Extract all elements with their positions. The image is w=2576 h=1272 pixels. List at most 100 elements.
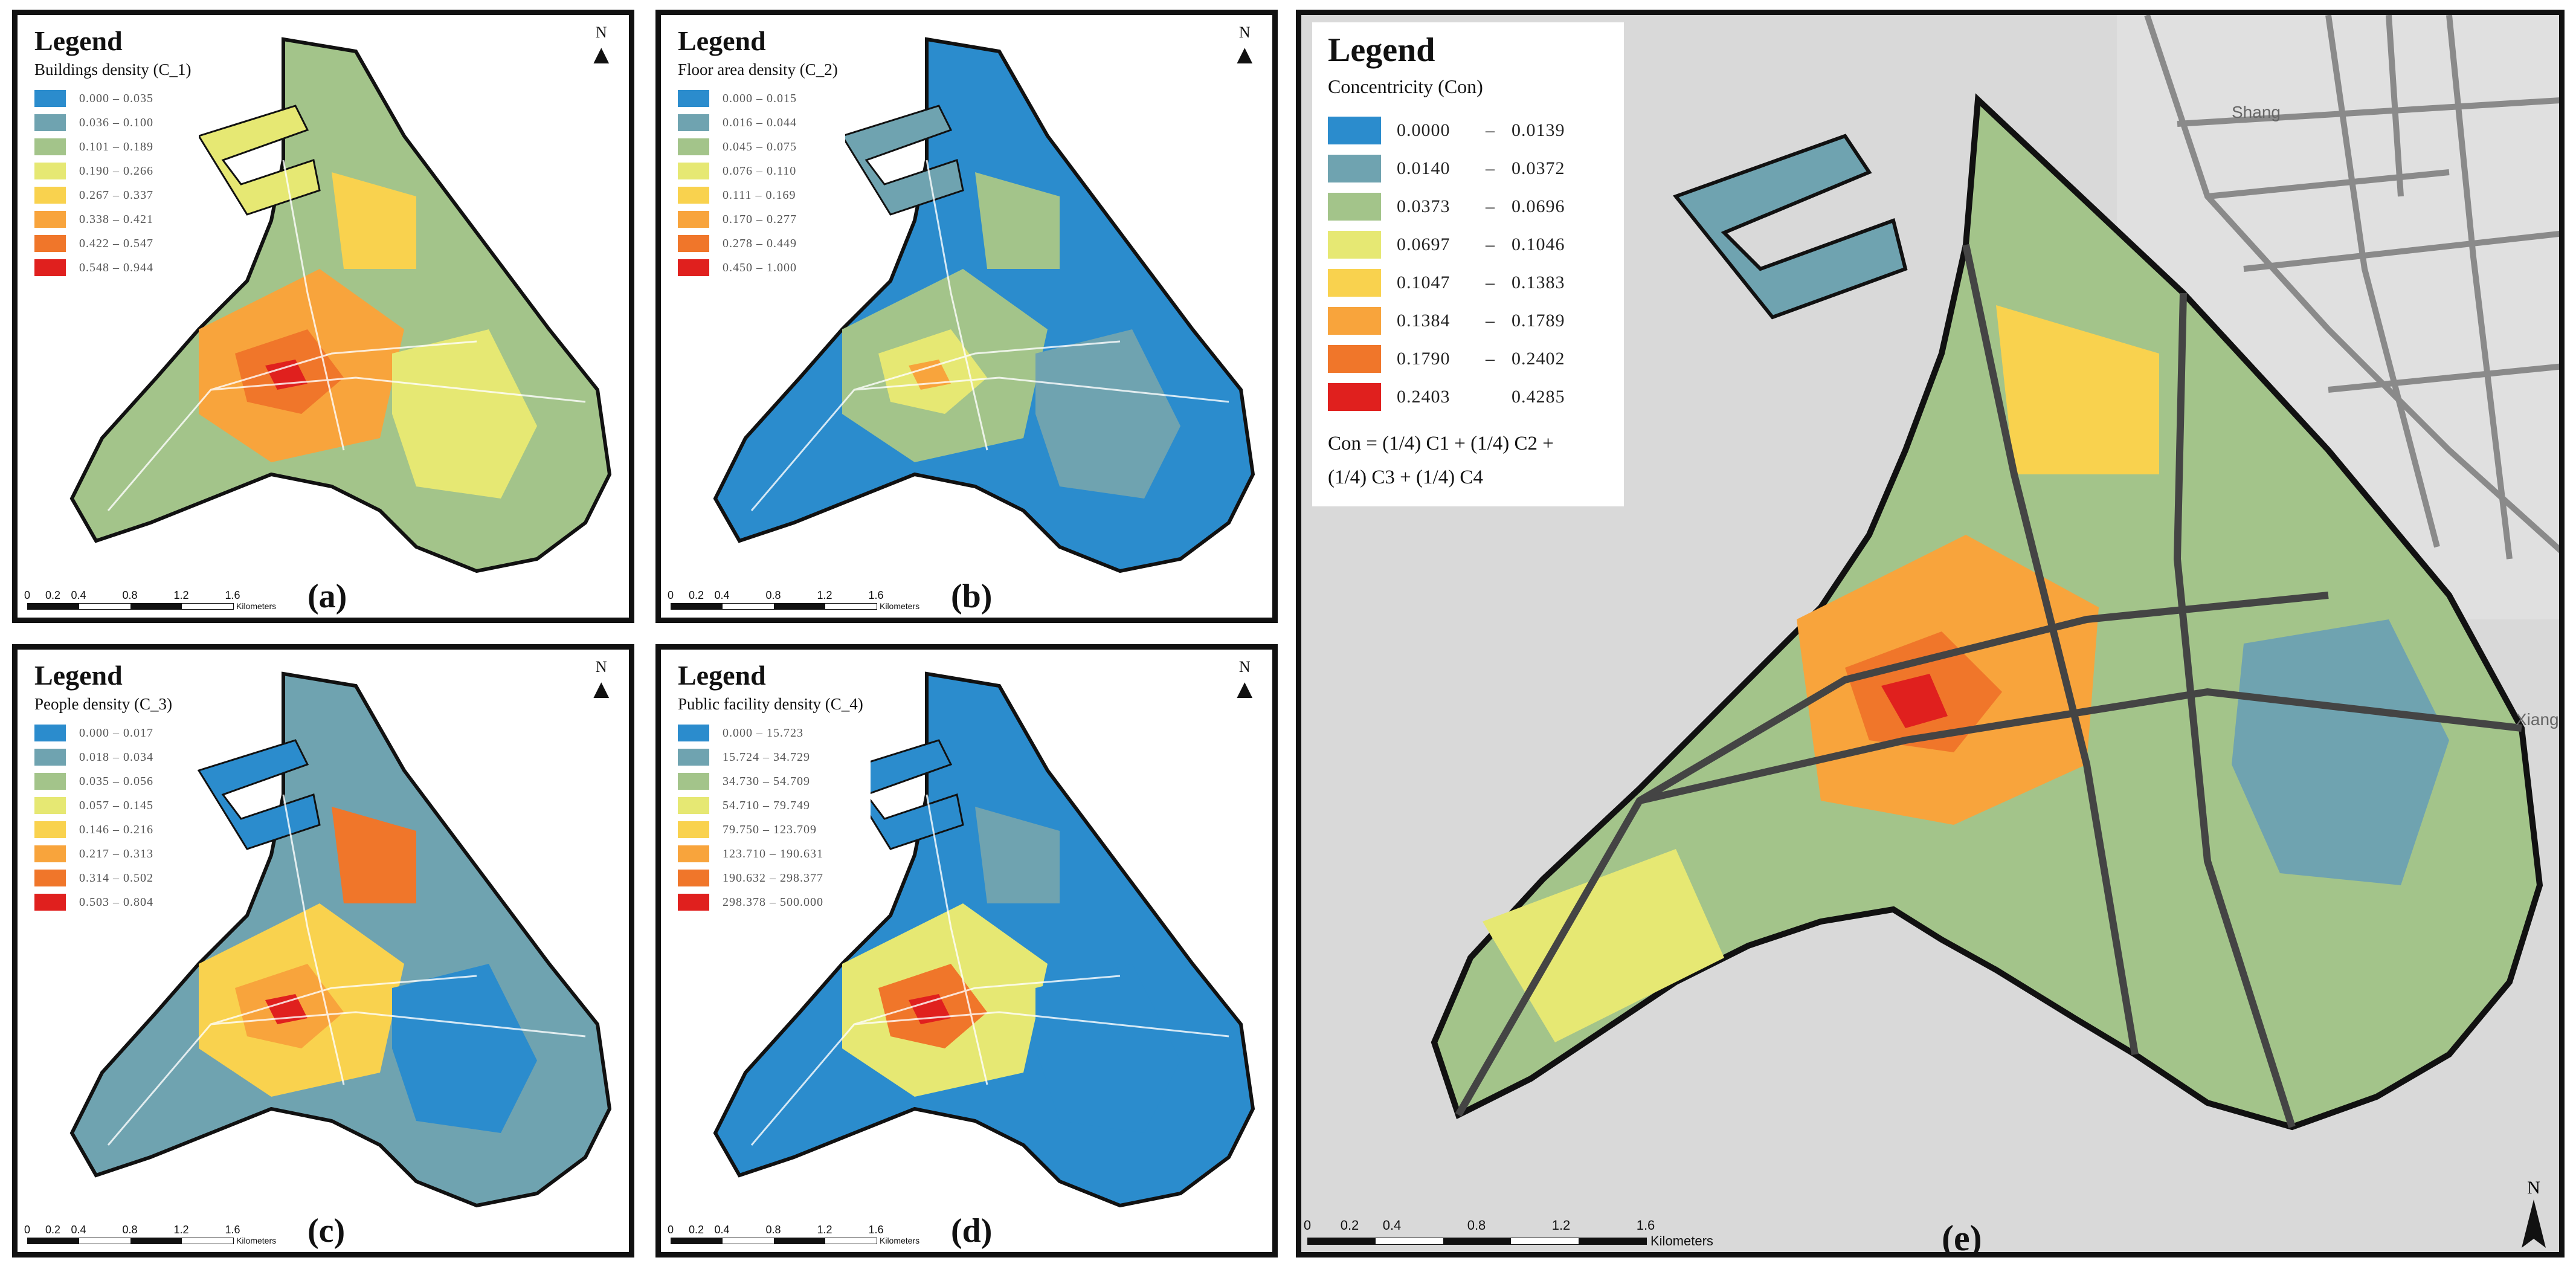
legend-row: 0.000 – 0.035 (34, 86, 192, 111)
legend-row: 0.338 – 0.421 (34, 207, 192, 231)
legend-swatch (1328, 154, 1381, 182)
scale-tick: 1.6 (225, 589, 240, 601)
legend-row: 0.000 – 0.017 (34, 721, 172, 745)
legend-row: 0.1790 –0.2402 (1328, 340, 1612, 378)
scale-bar: 0 0.2 0.4 0.8 1.2 1.6 Kilometers (667, 1224, 924, 1245)
scale-tick: 0.2 (1340, 1218, 1359, 1233)
legend-swatch (1328, 116, 1381, 144)
legend-range: 0.000 – 0.035 (79, 91, 153, 105)
legend-swatch (34, 725, 66, 741)
panel-map-c[interactable] (18, 650, 629, 1252)
zone-park (2232, 619, 2449, 885)
zone-harbor (1673, 134, 1908, 320)
scale-tick: 1.2 (817, 589, 832, 601)
legend-swatch (1328, 192, 1381, 221)
legend-swatch (1328, 344, 1381, 373)
legend-swatch (678, 90, 709, 107)
legend-range: 298.378 – 500.000 (723, 895, 823, 909)
panel-label-a: (a) (308, 578, 347, 615)
legend-range: 0.217 – 0.313 (79, 847, 153, 860)
legend-row: 0.000 – 15.723 (678, 721, 863, 745)
panel-label-d: (d) (951, 1212, 993, 1250)
legend-range: 0.036 – 0.100 (79, 115, 153, 129)
legend-swatch (34, 114, 66, 131)
legend-range: 0.1789 (1512, 310, 1565, 331)
north-arrow: N ▲ (1231, 658, 1258, 703)
legend-row: 298.378 – 500.000 (678, 890, 863, 914)
legend-row: 0.035 – 0.056 (34, 769, 172, 793)
legend-range: 0.0372 (1512, 158, 1565, 178)
legend-row: 0.1384 –0.1789 (1328, 302, 1612, 340)
legend-row: 0.101 – 0.189 (34, 135, 192, 159)
legend-title: Legend (34, 25, 123, 56)
legend-row: 0.146 – 0.216 (34, 818, 172, 842)
legend-range: 0.035 – 0.056 (79, 774, 153, 788)
legend-title: Legend (678, 660, 766, 691)
legend-swatch (34, 870, 66, 886)
legend-subtitle: Buildings density (C_1) (34, 60, 192, 79)
panel-map-d[interactable] (661, 650, 1272, 1252)
legend-range: 0.2402 (1512, 348, 1565, 369)
legend-row: 0.0697 –0.1046 (1328, 225, 1612, 263)
legend-row: 0.000 – 0.015 (678, 86, 838, 111)
legend-range: 0.548 – 0.944 (79, 260, 153, 274)
panel-map-a[interactable] (18, 15, 629, 618)
legend-swatch (34, 773, 66, 790)
legend-row: 0.018 – 0.034 (34, 745, 172, 769)
legend-range: 0.4285 (1512, 386, 1565, 407)
legend-swatch (678, 870, 709, 886)
legend-range: 0.170 – 0.277 (723, 212, 797, 226)
legend-range: 0.000 – 0.015 (723, 91, 797, 105)
legend-swatch (678, 259, 709, 276)
legend-range: 123.710 – 190.631 (723, 847, 823, 860)
legend-swatch (678, 211, 709, 228)
legend-row: 0.111 – 0.169 (678, 183, 838, 207)
north-label: N (1238, 24, 1251, 41)
legend-range: 54.710 – 79.749 (723, 798, 810, 812)
main-map[interactable]: N Shang Xiang (1301, 15, 2565, 1257)
legend-swatch (678, 894, 709, 911)
scale-tick: 0.8 (765, 589, 781, 601)
legend-row: 0.422 – 0.547 (34, 231, 192, 256)
scale-tick: 0.8 (122, 589, 138, 601)
legend-row: 0.1047 –0.1383 (1328, 263, 1612, 302)
scale-tick: 1.2 (173, 1224, 189, 1236)
legend-c: Legend People density (C_3) 0.000 – 0.017 0… (24, 656, 179, 920)
legend-row: 0.170 – 0.277 (678, 207, 838, 231)
legend-range: 0.146 – 0.216 (79, 822, 153, 836)
legend-range: 0.267 – 0.337 (79, 188, 153, 202)
legend-swatch (1328, 383, 1381, 411)
legend-swatch (678, 821, 709, 838)
legend-subtitle: People density (C_3) (34, 695, 172, 713)
legend-range: 0.503 – 0.804 (79, 895, 153, 909)
panel-e: N Shang Xiang Legend Concentricity (Con) … (1296, 10, 2565, 1257)
legend-row: 0.036 – 0.100 (34, 111, 192, 135)
scale-tick: 0.2 (688, 589, 704, 601)
scale-tick: 0.8 (1467, 1218, 1486, 1233)
legend-row: 0.190 – 0.266 (34, 159, 192, 183)
legend-range: 0.1384 (1397, 310, 1451, 331)
panel-b: Legend Floor area density (C_2) 0.000 – 0.… (655, 10, 1278, 623)
legend-range: 0.1046 (1512, 234, 1565, 254)
north-arrow-icon: ▲ (588, 674, 614, 704)
legend-swatch (34, 749, 66, 766)
legend-row: 0.267 – 0.337 (34, 183, 192, 207)
legend-row: 0.016 – 0.044 (678, 111, 838, 135)
scale-tick: 1.6 (868, 589, 884, 601)
legend-row: 0.217 – 0.313 (34, 842, 172, 866)
formula-line-2: (1/4) C3 + (1/4) C4 (1328, 467, 1483, 488)
zone-north (1996, 305, 2159, 474)
scale-tick: 0 (667, 1224, 674, 1236)
panel-map-b[interactable] (661, 15, 1272, 618)
legend-range: 15.724 – 34.729 (723, 750, 810, 764)
legend-range: 0.1790 (1397, 348, 1451, 369)
legend-range: 0.0000 (1397, 120, 1451, 140)
legend-range: 0.1047 (1397, 272, 1451, 292)
legend-row: 15.724 – 34.729 (678, 745, 863, 769)
scale-tick: 0.4 (71, 1224, 86, 1236)
scale-unit: Kilometers (880, 601, 920, 611)
north-arrow-icon: ▲ (1231, 674, 1258, 704)
legend-row: 190.632 – 298.377 (678, 866, 863, 890)
legend-swatch (678, 114, 709, 131)
legend-row: 0.0000 –0.0139 (1328, 111, 1612, 149)
